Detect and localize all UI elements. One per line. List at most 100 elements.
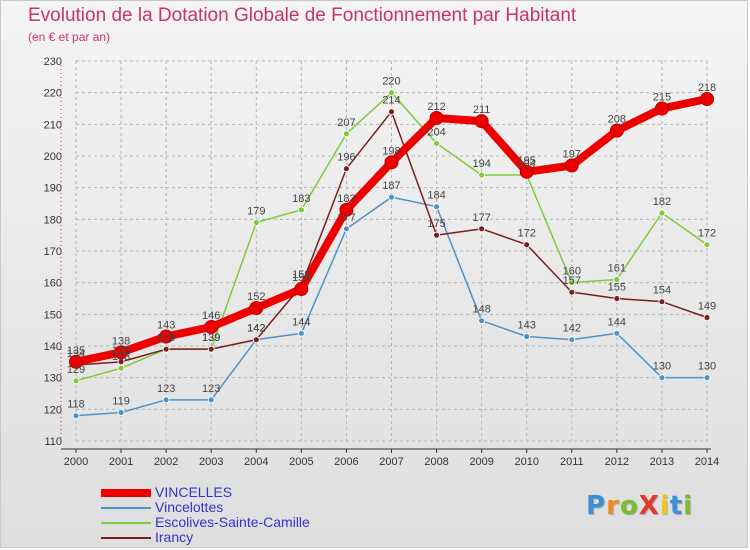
- legend-label: Escolives-Sainte-Camille: [155, 514, 310, 530]
- data-label: 129: [67, 364, 85, 376]
- x-tick-label: 2013: [650, 456, 674, 468]
- data-label: 130: [653, 361, 671, 373]
- data-point: [609, 123, 624, 138]
- data-point: [654, 101, 669, 116]
- data-label: 160: [563, 266, 581, 278]
- x-tick-label: 2014: [695, 456, 719, 468]
- x-tick-label: 2006: [334, 456, 358, 468]
- data-label: 179: [247, 206, 265, 218]
- data-point: [568, 279, 576, 287]
- data-label: 184: [427, 190, 445, 202]
- data-point: [252, 219, 260, 226]
- data-label: 123: [157, 383, 175, 395]
- x-tick-label: 2008: [424, 456, 448, 468]
- data-point: [297, 206, 305, 214]
- proxiti-logo: ProXiti: [586, 491, 694, 521]
- y-tick-label: 170: [44, 246, 62, 258]
- data-label: 139: [202, 332, 220, 344]
- series-vincelles: [69, 92, 714, 369]
- data-point: [523, 241, 531, 249]
- data-point: [388, 193, 395, 201]
- x-tick-label: 2011: [560, 456, 584, 468]
- data-label: 154: [653, 285, 671, 297]
- data-point: [613, 329, 621, 337]
- data-label: 139: [157, 332, 175, 344]
- data-point: [388, 89, 395, 97]
- data-label: 195: [518, 155, 536, 167]
- data-label: 143: [518, 320, 536, 332]
- data-point: [613, 276, 621, 283]
- data-point: [207, 396, 215, 404]
- data-point: [429, 111, 444, 125]
- y-tick-label: 230: [44, 56, 62, 68]
- chart-title: Evolution de la Dotation Globale de Fonc…: [28, 5, 577, 26]
- y-tick-label: 110: [44, 436, 62, 448]
- data-point: [433, 203, 440, 211]
- data-point: [658, 298, 666, 306]
- data-label: 214: [382, 95, 400, 107]
- y-tick-label: 210: [44, 119, 62, 131]
- data-label: 172: [698, 228, 716, 240]
- data-label: 218: [698, 82, 716, 94]
- data-label: 182: [653, 196, 671, 208]
- legend-label: Irancy: [155, 529, 194, 545]
- data-point: [343, 225, 350, 233]
- data-label: 183: [337, 193, 355, 205]
- legend-swatch: [101, 507, 151, 509]
- data-label: 158: [292, 272, 310, 284]
- data-point: [117, 409, 125, 416]
- data-point: [114, 345, 129, 360]
- data-point: [703, 314, 711, 321]
- x-tick-label: 2004: [244, 456, 268, 468]
- data-label: 194: [472, 158, 490, 170]
- data-label: 212: [427, 101, 445, 113]
- data-label: 148: [472, 304, 490, 316]
- data-point: [343, 165, 350, 173]
- series-irancy: [72, 108, 711, 369]
- data-label: 130: [698, 361, 716, 373]
- data-label: 183: [292, 193, 310, 205]
- x-tick-label: 2007: [379, 456, 403, 468]
- data-label: 119: [112, 396, 130, 408]
- data-label: 155: [608, 282, 626, 294]
- data-label: 220: [382, 76, 400, 88]
- y-tick-label: 140: [44, 341, 62, 353]
- data-point: [700, 92, 714, 106]
- data-label: 135: [67, 345, 85, 357]
- data-point: [658, 374, 666, 382]
- data-label: 177: [472, 212, 490, 224]
- data-label: 198: [382, 145, 400, 157]
- data-label: 159: [292, 269, 310, 281]
- data-label: 149: [698, 301, 716, 313]
- y-tick-label: 120: [44, 404, 62, 416]
- data-label: 172: [518, 228, 536, 240]
- legend-swatch: [101, 489, 151, 497]
- data-point: [162, 345, 170, 353]
- data-point: [519, 164, 534, 179]
- data-point: [433, 139, 440, 147]
- data-label: 161: [608, 263, 626, 275]
- data-label: 142: [563, 323, 581, 335]
- x-tick-label: 2009: [469, 456, 493, 468]
- y-tick-label: 190: [44, 183, 62, 195]
- data-point: [478, 171, 486, 179]
- axes: 110 120 130 140 150 160 170 180 190 200 210 220 230 2…: [44, 56, 720, 468]
- data-label: 134: [67, 348, 85, 360]
- data-point: [117, 364, 125, 372]
- data-point: [252, 336, 260, 344]
- data-point: [523, 333, 531, 340]
- data-label: 139: [157, 332, 175, 344]
- data-label: 142: [247, 323, 265, 335]
- data-point: [384, 155, 399, 170]
- data-label: 146: [202, 310, 220, 322]
- x-tick-label: 2001: [109, 456, 133, 468]
- x-tick-label: 2010: [514, 456, 538, 468]
- data-label: 196: [337, 152, 355, 164]
- series-vincelottes: [72, 193, 711, 420]
- data-label: 118: [67, 399, 85, 411]
- data-label: 208: [608, 114, 626, 126]
- y-tick-label: 130: [44, 373, 62, 385]
- legend-swatch: [101, 522, 151, 524]
